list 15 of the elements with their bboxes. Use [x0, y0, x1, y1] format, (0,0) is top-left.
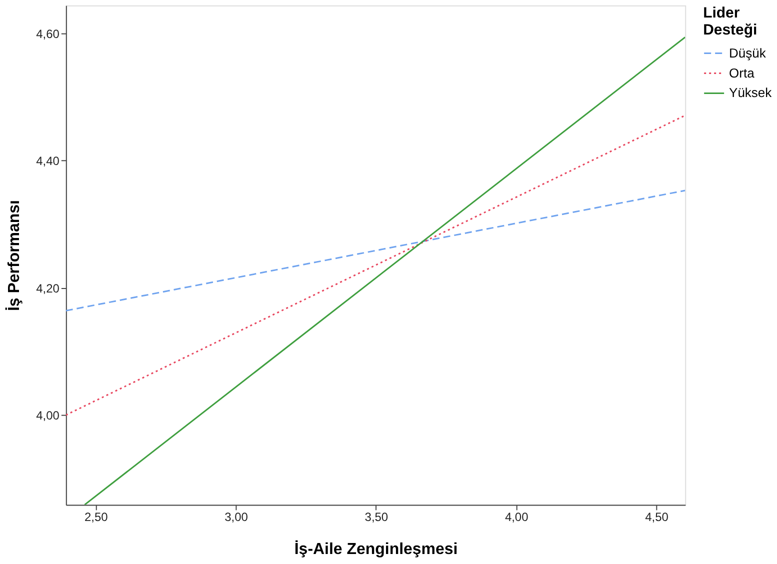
legend-label: Yüksek	[729, 85, 772, 100]
x-tick-label: 4,00	[504, 510, 529, 524]
y-tick-label: 4,00	[36, 408, 60, 423]
y-tick-label: 4,40	[36, 154, 60, 168]
x-tick-label: 4,50	[645, 510, 669, 524]
x-tick-label: 3,00	[224, 510, 248, 524]
legend-label: Düşük	[729, 45, 766, 60]
y-axis-title: İş Performansı	[5, 200, 24, 312]
legend-title: Lider Desteği	[703, 4, 758, 38]
x-tick-label: 3,50	[364, 510, 388, 524]
x-axis-title: İş-Aile Zenginleşmesi	[294, 540, 458, 558]
y-tick-label: 4,20	[36, 281, 60, 296]
legend-label: Orta	[729, 65, 756, 80]
y-tick-label: 4,60	[36, 26, 60, 41]
x-tick-label: 2,50	[84, 510, 108, 524]
